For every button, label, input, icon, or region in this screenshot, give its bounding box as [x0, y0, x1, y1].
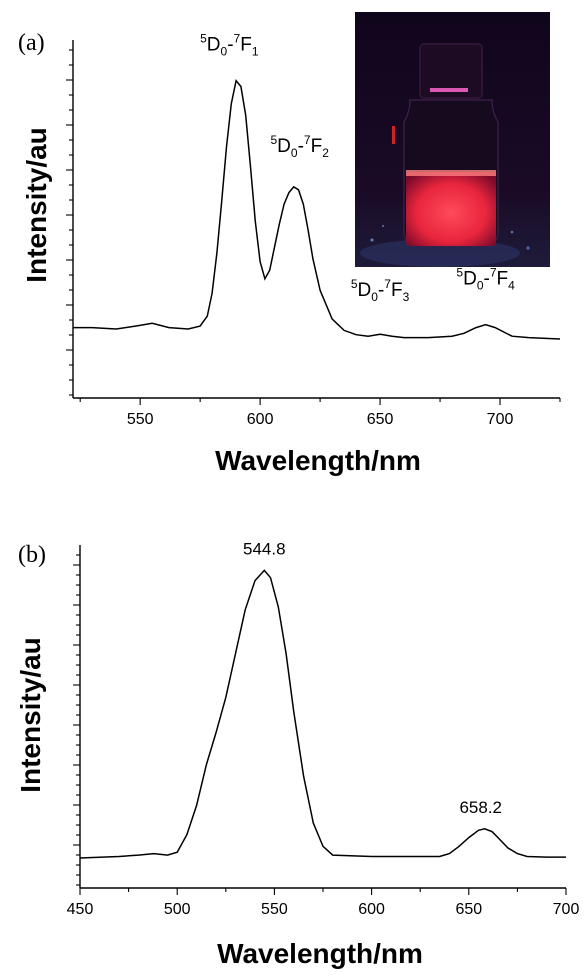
- panel-b-x-axis-title: Wavelength/nm: [217, 938, 423, 969]
- panel-b-peak-labels: 544.8 658.2: [243, 539, 502, 816]
- panel-a-x-tick-label: 700: [487, 411, 514, 428]
- panel-a-peak-label-2: 5D0-7F2: [270, 133, 329, 160]
- panel-a-peak-label-4: 5D0-7F4: [456, 266, 515, 293]
- panel-b-x-tick-label: 600: [358, 901, 385, 918]
- panel-a-peak-label-3: 5D0-7F3: [351, 277, 410, 304]
- panel-b-label: (b): [18, 542, 46, 568]
- panel-b-spectrum-line: [79, 569, 566, 859]
- panel-b-x-ticks: 450 500 550 600 650 700: [67, 888, 580, 918]
- panel-b-peak-label-2: 658.2: [459, 798, 502, 817]
- panel-b-x-tick-label: 700: [553, 901, 580, 918]
- panel-b-x-tick-label: 650: [455, 901, 482, 918]
- panel-a-x-ticks: 550 600 650 700: [79, 398, 561, 428]
- panel-b-x-tick-label: 500: [164, 901, 191, 918]
- panel-a-label: (a): [18, 30, 45, 56]
- panel-a-chart: (a) 550 600 650 700 5D0-7F15D0-7F25D0-7F35D…: [18, 12, 561, 476]
- vial-photo-inset: [355, 12, 550, 267]
- panel-a-peak-label-1: 5D0-7F1: [200, 32, 259, 59]
- panel-b-x-tick-label: 450: [67, 901, 94, 918]
- panel-a-y-axis-title: Intensity/au: [21, 127, 52, 283]
- panel-a-y-ticks: [66, 49, 73, 396]
- panel-a-x-tick-label: 550: [127, 411, 154, 428]
- panel-a-x-tick-label: 650: [367, 411, 394, 428]
- panel-a-peak-labels: 5D0-7F1 5D0-7F2 5D0-7F3 5D0-7F4: [200, 32, 515, 304]
- panel-a-x-axis-title: Wavelength/nm: [215, 445, 421, 476]
- panel-b-x-tick-label: 550: [261, 901, 288, 918]
- panel-b-peak-label-1: 544.8: [243, 539, 286, 558]
- panel-b-y-ticks: [73, 554, 80, 886]
- panel-a-spectrum-line: [73, 79, 561, 340]
- panel-b-chart: (b) 450 500 550 600 650 700 544.8 658.2 Wavele…: [15, 539, 579, 969]
- panel-a-x-tick-label: 600: [247, 411, 274, 428]
- panel-b-y-axis-title: Intensity/au: [15, 637, 46, 793]
